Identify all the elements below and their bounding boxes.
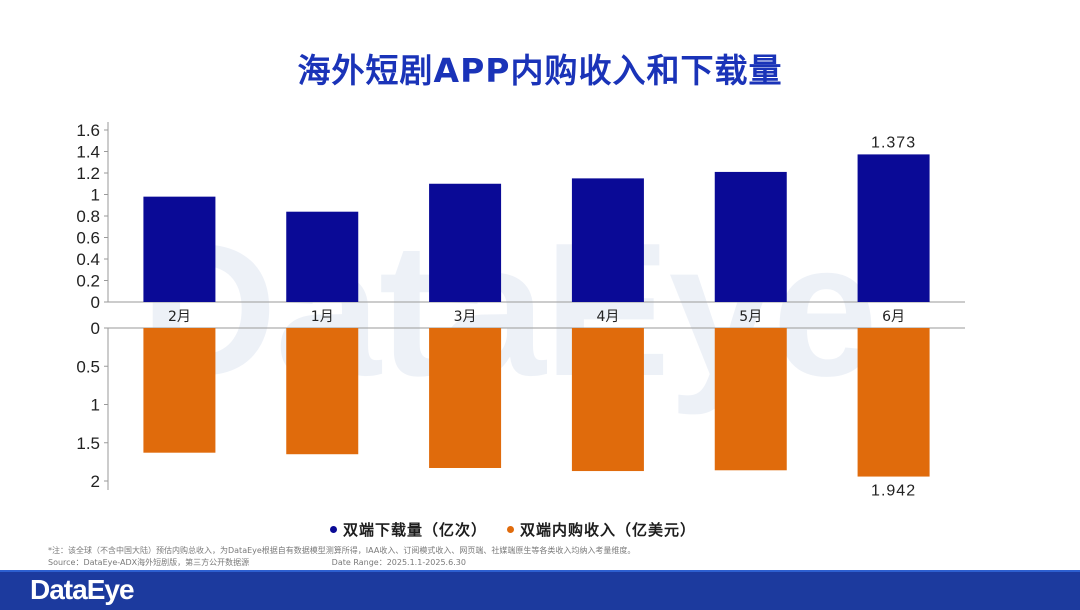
bar-chart: 0 0.2 0.4 0.6 0.8 1 1.2 1.4 1.6 2月 1月 3月 4月 5月 6月 0 0.…: [76, 121, 965, 500]
top-y-tick-label: 1: [91, 186, 100, 205]
download-bar: [143, 196, 216, 302]
top-y-tick-label: 0.6: [76, 229, 100, 248]
bottom-y-tick-label: 0.5: [76, 357, 100, 376]
page-title: 海外短剧APP内购收入和下载量: [297, 51, 783, 90]
top-y-tick-label: 0.8: [76, 207, 100, 226]
category-label: 5月: [739, 309, 762, 325]
revenue-data-label: 1.942: [871, 483, 916, 500]
download-bar: [286, 211, 359, 302]
category-label: 3月: [454, 309, 477, 325]
category-label: 2月: [168, 309, 191, 325]
legend-item-downloads: 双端下载量（亿次）: [330, 519, 487, 540]
category-label: 6月: [882, 309, 905, 325]
top-y-tick-label: 1.6: [76, 121, 100, 140]
download-data-label: 1.373: [871, 134, 916, 151]
category-labels: 2月 1月 3月 4月 5月 6月: [168, 309, 905, 325]
category-label: 4月: [596, 309, 619, 325]
bottom-y-tick-label: 1.5: [76, 434, 100, 453]
bottom-bars: [143, 328, 930, 477]
bottom-y-tick-label: 0: [91, 319, 100, 338]
category-label: 1月: [311, 309, 334, 325]
footnote: *注：该全球（不含中国大陆）预估内购总收入，为DataEye根据自有数据模型测算…: [48, 546, 636, 555]
footer-bar: DataEye: [0, 570, 1080, 610]
bottom-axis: 0 0.5 1 1.5 2: [76, 319, 965, 491]
legend-label-downloads: 双端下载量（亿次）: [343, 520, 488, 539]
download-bar: [714, 171, 787, 302]
legend-dot-revenue: [507, 525, 515, 533]
top-y-tick-label: 0.4: [76, 250, 100, 269]
top-axis: 0 0.2 0.4 0.6 0.8 1 1.2 1.4 1.6: [76, 121, 965, 312]
legend-item-revenue: 双端内购收入（亿美元）: [507, 519, 696, 540]
source-text: Source：DataEye-ADX海外短剧版，第三方公开数据源: [48, 558, 250, 567]
top-y-tick-label: 0: [91, 293, 100, 312]
legend-dot-downloads: [330, 525, 337, 533]
date-range-text: Date Range：2025.1.1-2025.6.30: [331, 558, 466, 567]
top-y-tick-label: 0.2: [76, 272, 100, 291]
bottom-y-tick-label: 1: [91, 396, 100, 415]
bottom-y-tick-label: 2: [91, 472, 100, 491]
dataeye-logo: DataEye: [30, 574, 135, 605]
top-bars: [143, 154, 930, 302]
download-bar: [857, 154, 930, 302]
revenue-bar: [143, 328, 216, 453]
revenue-bar: [857, 328, 930, 477]
revenue-bar: [286, 328, 359, 455]
revenue-bar: [429, 328, 502, 468]
source-note: Source：DataEye-ADX海外短剧版，第三方公开数据源 Date Ra…: [48, 557, 466, 568]
revenue-bar: [571, 328, 644, 472]
legend-label-revenue: 双端内购收入（亿美元）: [520, 520, 697, 539]
top-y-tick-label: 1.4: [76, 143, 100, 162]
top-y-tick-label: 1.2: [76, 164, 100, 183]
download-bar: [571, 178, 644, 302]
data-labels: 1.373 1.942: [871, 134, 916, 500]
download-bar: [429, 183, 502, 302]
chart-legend: 双端下载量（亿次） 双端内购收入（亿美元）: [330, 516, 750, 542]
revenue-bar: [714, 328, 787, 471]
